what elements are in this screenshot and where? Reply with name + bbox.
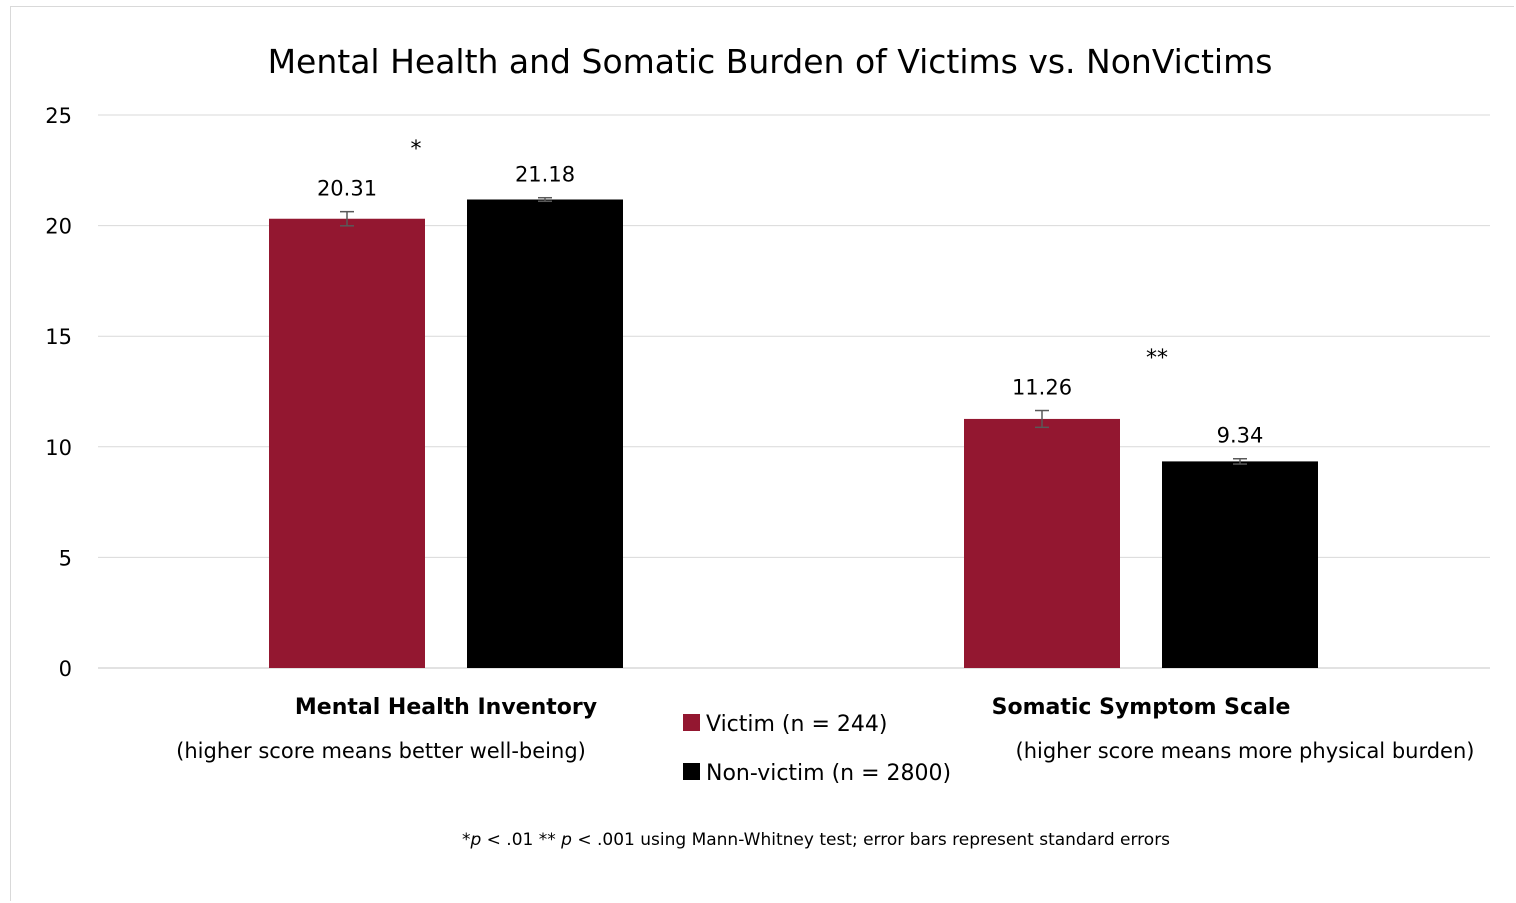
footnote-part: < .001 using Mann-Whitney test; error ba…: [572, 830, 1170, 850]
legend-swatch: [683, 763, 700, 780]
footnote-part: *: [462, 830, 471, 850]
y-tick-label: 10: [45, 436, 72, 460]
legend-swatch: [683, 714, 700, 731]
legend-label: Victim (n = 244): [706, 712, 887, 737]
category-subtitle: (higher score means better well-being): [176, 739, 586, 763]
footnote-part: < .01 **: [481, 830, 561, 850]
bar: [1162, 461, 1318, 668]
y-tick-label: 15: [45, 325, 72, 349]
data-label: 21.18: [515, 163, 575, 187]
bar: [467, 199, 623, 668]
category-label: Mental Health Inventory: [295, 695, 597, 720]
legend-label: Non-victim (n = 2800): [706, 761, 951, 786]
footnote-part: p: [560, 830, 572, 850]
data-label: 11.26: [1012, 376, 1072, 400]
significance-marker: **: [1146, 346, 1168, 371]
significance-marker: *: [411, 137, 422, 162]
category-label: Somatic Symptom Scale: [992, 695, 1291, 720]
y-tick-label: 20: [45, 215, 72, 239]
chart-frame: [10, 6, 1514, 901]
footnote-part: p: [469, 830, 481, 850]
y-tick-label: 25: [45, 104, 72, 128]
chart-footnote: *p < .01 ** p < .001 using Mann-Whitney …: [462, 830, 1170, 850]
bar: [269, 218, 425, 668]
bar-layer: [269, 196, 1318, 668]
bar: [964, 418, 1120, 668]
chart-title: Mental Health and Somatic Burden of Vict…: [268, 42, 1273, 81]
data-label: 20.31: [317, 177, 377, 201]
data-label: 9.34: [1217, 424, 1264, 448]
y-tick-label: 5: [59, 546, 72, 570]
y-tick-label: 0: [59, 657, 72, 681]
category-subtitle: (higher score means more physical burden…: [1016, 739, 1475, 763]
